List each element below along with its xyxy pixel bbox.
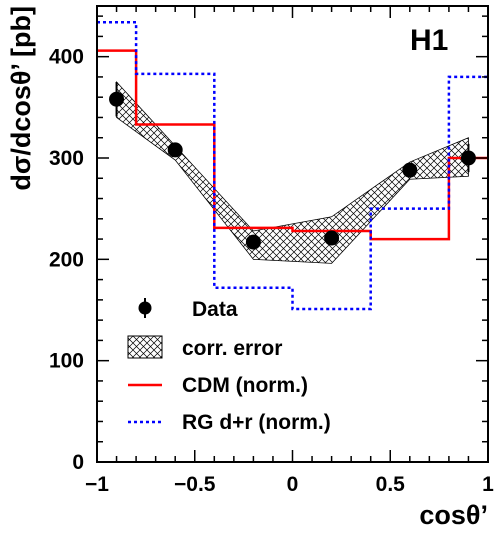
- series-line-cdm: [97, 49, 488, 241]
- data-points-layer: [109, 82, 476, 250]
- experiment-label: H1: [410, 24, 448, 57]
- y-tick-label: 100: [49, 350, 84, 373]
- legend-item-rg: RG d+r (norm.): [128, 411, 331, 434]
- legend-label-data: Data: [192, 298, 238, 321]
- axis-ticks: −1 −0.5 0 0.5 1 0 100 200 300 400: [49, 6, 494, 496]
- data-point-1: [109, 91, 125, 107]
- y-axis-title: dσ/dcosθ’ [pb]: [6, 6, 36, 191]
- x-tick-label: 0: [287, 473, 299, 496]
- x-tick-label: −0.5: [174, 473, 216, 496]
- legend-item-cdm: CDM (norm.): [128, 374, 308, 397]
- x-tick-label: 1: [482, 473, 494, 496]
- x-axis-title: cosθ’: [419, 500, 488, 530]
- data-point-4: [324, 230, 340, 246]
- data-point-6: [460, 150, 476, 166]
- legend-label-rg: RG d+r (norm.): [182, 411, 331, 434]
- legend-label-cdm: CDM (norm.): [182, 374, 308, 397]
- x-tick-label: 0.5: [376, 473, 406, 496]
- y-tick-label: 200: [49, 248, 84, 271]
- data-point-5: [402, 162, 418, 178]
- y-tick-label: 0: [72, 451, 84, 474]
- y-tick-label: 300: [49, 147, 84, 170]
- plot-area: −1 −0.5 0 0.5 1 0 100 200 300 400: [49, 5, 494, 496]
- legend-label-band: corr. error: [182, 337, 282, 360]
- y-tick-label: 400: [49, 46, 84, 69]
- data-point-3: [245, 234, 261, 250]
- legend-item-band: corr. error: [127, 335, 282, 360]
- legend-item-data: Data: [138, 298, 238, 321]
- x-tick-label: −1: [85, 473, 109, 496]
- legend: Data corr. error CDM (norm.) RG d+r (nor…: [127, 298, 331, 434]
- legend-band-swatch: [127, 335, 163, 359]
- data-point-2: [167, 142, 183, 158]
- model-series-layer: [97, 20, 488, 311]
